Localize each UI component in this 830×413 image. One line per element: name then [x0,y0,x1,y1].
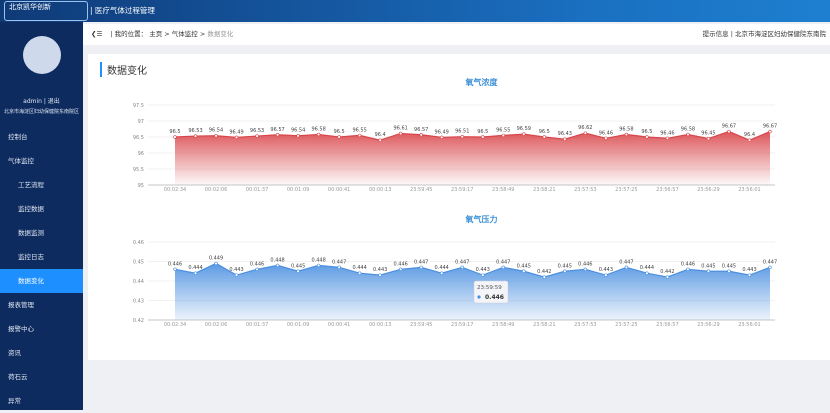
card: 数据变化 [88,54,830,360]
logo[interactable]: 北京凯华创新 [4,1,88,21]
menu-item[interactable]: 控制台 [8,133,28,141]
crumb: 数据变化 [207,30,234,38]
breadcrumb: ❮☰ | 我的位置： 主页 > 气体监控 > 数据变化 提示信息 | 北京市海淀… [83,24,830,45]
menu-item[interactable]: 报警中心 [8,325,34,333]
menu-item[interactable]: 荷石云 [8,373,28,381]
org: 北京市海淀区妇幼保健院东南院区 [3,109,79,115]
header: 北京凯华创新 | 医疗气体过程管理 [0,0,830,22]
menu-item[interactable]: 数据变化 [0,269,83,293]
crumb-right: 提示信息 | 北京市海淀区妇幼保健院东南院 [702,30,826,38]
crumb[interactable]: 气体监控 [171,30,198,38]
menu-item[interactable]: 气体监控 [8,157,34,165]
back[interactable]: ❮☰ [91,30,103,38]
avatar-box [0,22,83,96]
avatar [22,36,61,74]
menu-item[interactable]: 异常 [8,397,21,405]
menu-item[interactable]: 数据监测 [18,229,44,237]
menu-item[interactable]: 报表管理 [8,301,34,309]
menu-item[interactable]: 监控数据 [18,205,44,213]
crumb-label-text: 我的位置： [114,30,148,38]
crumb-org: 北京市海淀区妇幼保健院东南院 [735,30,826,38]
tip[interactable]: 提示信息 [702,30,729,38]
app-title-text: 医疗气体过程管理 [94,6,155,15]
sidebar: admin | 退出 北京市海淀区妇幼保健院东南院区 控制台气体监控工艺流程监控… [0,22,83,410]
crumb[interactable]: 主页 [149,30,163,38]
menu-item[interactable]: 工艺流程 [18,181,44,189]
app-title: | 医疗气体过程管理 [90,6,155,15]
menu-item[interactable]: 资讯 [8,349,21,357]
section-title: 数据变化 [100,62,147,77]
menu-item[interactable]: 监控日志 [18,253,44,261]
menu: 控制台气体监控工艺流程监控数据数据监测监控日志数据变化报表管理报警中心资讯荷石云… [0,125,83,413]
user[interactable]: admin | 退出 [23,98,60,105]
crumb-label: | 我的位置： [110,30,148,38]
